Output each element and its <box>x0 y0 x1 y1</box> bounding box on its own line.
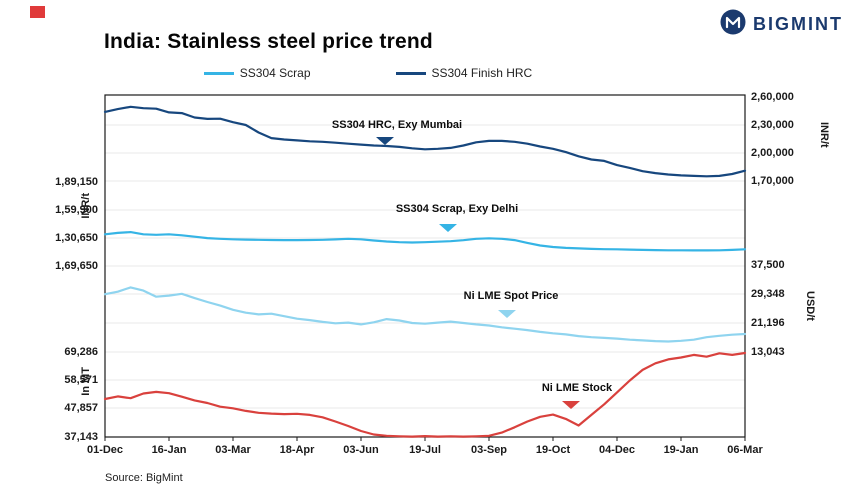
source-note: Source: BigMint <box>105 472 183 484</box>
x-tick-label: 19-Jul <box>409 444 441 456</box>
x-tick-label: 03-Sep <box>470 444 508 456</box>
x-tick-label: 16-Jan <box>151 444 187 456</box>
series-line-ss304-scrap <box>103 231 747 252</box>
x-tick-label: 19-Oct <box>535 444 571 456</box>
y-tick-label-left_mt: 58,571 <box>64 374 98 386</box>
legend-swatch-ss304-finish-hrc <box>395 71 426 75</box>
accent-square <box>30 6 45 18</box>
y-tick-label-left_mt: 47,857 <box>64 402 98 414</box>
y-tick-label-right_usd: 29,348 <box>751 288 785 300</box>
y-tick-label-right_inr: 2,60,000 <box>751 91 794 103</box>
annotation-label-ni-lme-stock: Ni LME Stock <box>541 382 613 394</box>
axis-unit-right-usd: USD/t <box>804 291 816 321</box>
axis-unit-left-mt: In MT <box>80 367 92 396</box>
y-tick-label-right_inr: 2,30,000 <box>751 119 794 131</box>
x-tick-label: 03-Mar <box>215 444 251 456</box>
legend-item-ss304-scrap: SS304 Scrap <box>203 66 311 80</box>
x-tick-label: 06-Mar <box>727 444 763 456</box>
x-tick-label: 03-Jun <box>343 444 379 456</box>
y-tick-label-right_inr: 2,00,000 <box>751 147 794 159</box>
annotation-arrow-icon <box>439 224 457 232</box>
legend-swatch-ss304-scrap <box>203 71 234 75</box>
x-tick-label: 18-Apr <box>279 444 315 456</box>
bigmint-logo: BIGMINT <box>720 9 843 40</box>
series-line-ni-lme-stock <box>103 351 747 438</box>
y-tick-label-left_mt: 37,143 <box>64 431 98 443</box>
legend-item-ss304-finish-hrc: SS304 Finish HRC <box>395 66 533 80</box>
axis-unit-right-inr: INR/t <box>818 122 830 148</box>
x-tick-label: 04-Dec <box>598 444 636 456</box>
axis-unit-left-inr: INR/t <box>80 193 92 219</box>
annotation-arrow-icon <box>562 401 580 409</box>
annotation-label-ss304-scrap-exy-delhi: SS304 Scrap, Exy Delhi <box>395 203 519 215</box>
chart-legend: SS304 Scrap SS304 Finish HRC <box>48 66 688 80</box>
y-tick-label-right_usd: 13,043 <box>751 346 785 358</box>
x-tick-label: 19-Jan <box>663 444 699 456</box>
y-tick-label-left_inr: 1,69,650 <box>55 260 98 272</box>
series-line-ni-lme-spot-price <box>103 286 747 343</box>
annotation-label-ss304-hrc-exy-mumbai: SS304 HRC, Exy Mumbai <box>331 119 463 131</box>
annotation-label-ni-lme-spot-price: Ni LME Spot Price <box>463 290 559 302</box>
y-tick-label-left_mt: 69,286 <box>64 346 98 358</box>
y-tick-label-left_inr: 1,30,650 <box>55 232 98 244</box>
legend-label-ss304-scrap: SS304 Scrap <box>239 66 311 80</box>
y-tick-label-right_usd: 21,196 <box>751 317 785 329</box>
series-line-ss304-finish-hrc <box>103 105 747 178</box>
y-tick-label-left_inr: 1,89,150 <box>55 176 98 188</box>
bigmint-logo-text: BIGMINT <box>753 14 843 34</box>
annotation-arrow-icon <box>498 310 516 318</box>
chart-title: India: Stainless steel price trend <box>104 30 433 53</box>
y-tick-label-right_inr: 1,70,000 <box>751 175 794 187</box>
legend-label-ss304-finish-hrc: SS304 Finish HRC <box>431 66 533 80</box>
bigmint-logo-icon <box>720 9 746 40</box>
x-tick-label: 01-Dec <box>86 444 124 456</box>
annotation-arrow-icon <box>376 137 394 145</box>
y-tick-label-left_inr: 1,59,900 <box>55 204 98 216</box>
y-tick-label-right_usd: 37,500 <box>751 259 785 271</box>
